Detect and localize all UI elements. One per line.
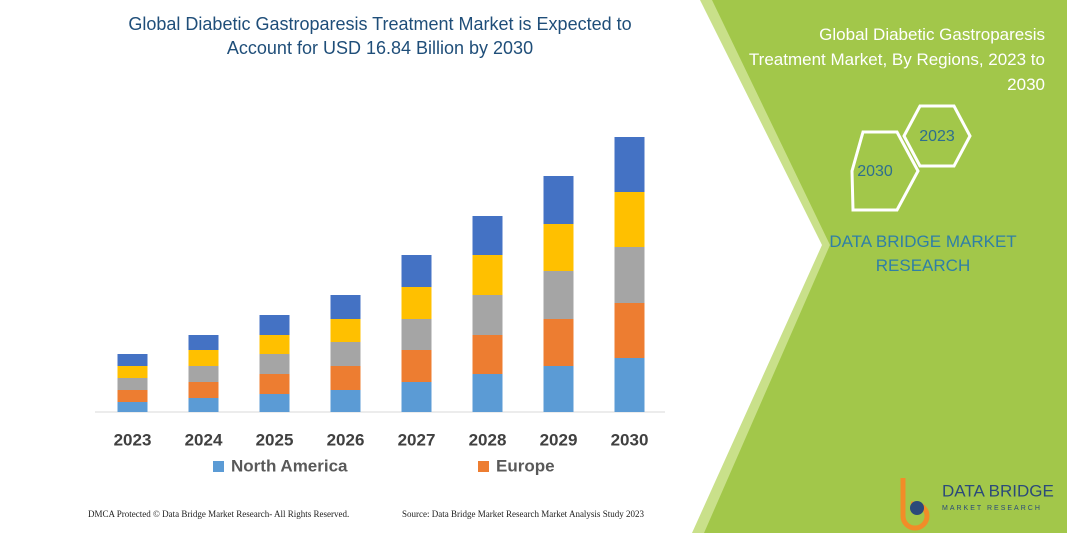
x-tick-label: 2025 [256,430,294,449]
hexagon [850,130,920,212]
logo: DATA BRIDGE MARKET RESEARCH [900,478,1054,531]
side-title: Global Diabetic Gastroparesis Treatment … [748,25,1045,94]
bar-segment [614,358,645,412]
legend-swatch [213,461,224,472]
bar-segment [543,224,574,271]
bar-segment [472,335,503,374]
bar-segment [259,354,290,374]
bar-segment [614,303,645,358]
bar-segment [117,402,148,412]
bar-segment [614,137,645,192]
bar-segment [188,350,219,366]
bar-segment [117,366,148,378]
bar-segment [330,319,361,342]
bar-segment [401,350,432,382]
logo-mark [910,501,924,515]
x-tick-label: 2026 [327,430,365,449]
bar-segment [117,354,148,366]
x-tick-label: 2030 [611,430,649,449]
bar-segment [188,398,219,412]
bar-segment [472,295,503,335]
x-tick-label: 2024 [185,430,223,449]
bar-segment [401,255,432,287]
bar-segment [330,366,361,390]
bar-segment [117,390,148,402]
legend-label: North America [231,456,348,475]
bar-segment [330,342,361,366]
bar-segment [472,216,503,255]
bar-segment [614,247,645,303]
bar-segment [614,192,645,247]
bar-segment [259,335,290,354]
brand: DATA BRIDGE MARKET RESEARCH [829,232,1017,275]
bar-segment [330,295,361,319]
bar-segment [472,374,503,412]
hex-label: 2023 [919,128,955,145]
footer-right: Source: Data Bridge Market Research Mark… [402,509,644,519]
bar-segment [401,287,432,319]
bar-segment [188,382,219,398]
hex-label: 2030 [857,163,893,180]
bar-segment [401,382,432,412]
bar-segment [188,366,219,382]
logo-tagline: MARKET RESEARCH [942,505,1042,512]
x-tick-label: 2028 [469,430,507,449]
bar-segment [543,366,574,412]
bar-segment [543,319,574,366]
x-tick-label: 2029 [540,430,578,449]
bar-segment [330,390,361,412]
chart-title: Global Diabetic Gastroparesis Treatment … [128,14,632,58]
bar-segment [117,378,148,390]
legend-swatch [478,461,489,472]
bar-segment [543,271,574,319]
logo-name: DATA BRIDGE [942,481,1054,500]
bar-segment [472,255,503,295]
x-tick-label: 2023 [114,430,152,449]
bar-segment [259,394,290,412]
hexagon [902,104,972,168]
bar-segment [543,176,574,224]
x-tick-label: 2027 [398,430,436,449]
bar-segment [259,374,290,394]
footer-left: DMCA Protected © Data Bridge Market Rese… [88,509,350,519]
side-panel [704,0,1067,533]
bar-segment [259,315,290,335]
bar-segment [188,335,219,350]
legend-label: Europe [496,456,555,475]
bar-segment [401,319,432,350]
